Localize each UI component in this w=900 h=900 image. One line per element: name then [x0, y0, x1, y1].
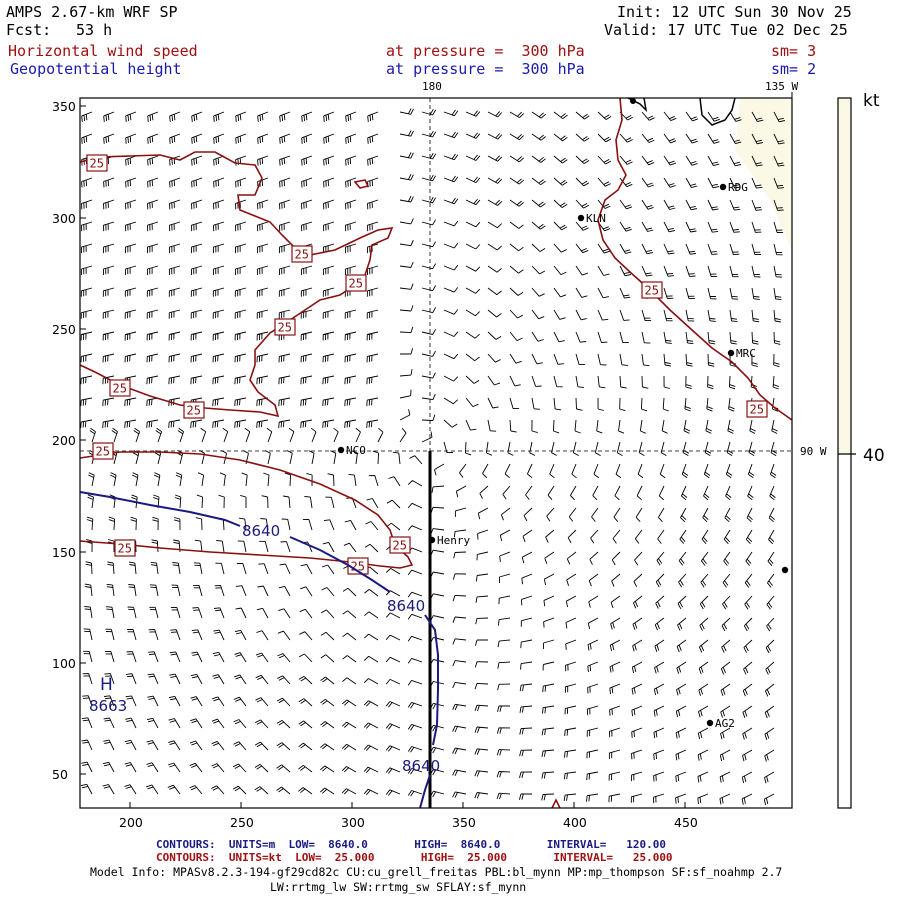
wind-label: 25	[114, 539, 136, 557]
svg-text:25: 25	[187, 404, 201, 418]
station-label: AG2	[715, 717, 735, 730]
plot-frame	[79, 97, 793, 809]
colorbar-frame	[837, 97, 852, 809]
wind-label: 25	[345, 274, 367, 292]
station-marker	[577, 214, 585, 222]
wind-label: 25	[183, 401, 205, 419]
x-tick-label: 300	[341, 815, 365, 830]
y-tick-label: 350	[52, 99, 76, 114]
wind-label: 25	[641, 281, 663, 299]
field2-title: Geopotential height	[10, 60, 182, 78]
height-labels: 8640 8640 8640 H 8663	[89, 522, 440, 775]
colorbar-fill	[838, 98, 851, 454]
y-tick-label: 300	[52, 211, 76, 226]
valid-time: Valid: 17 UTC Tue 02 Dec 25	[604, 21, 848, 39]
svg-text:25: 25	[113, 382, 127, 396]
forecast-hour: 53 h	[76, 21, 113, 39]
y-tick-label: 50	[52, 767, 68, 782]
wind-barb-field	[80, 108, 785, 806]
svg-text:25: 25	[90, 157, 104, 171]
wind-label: 25	[274, 318, 296, 336]
wind-speed-contours	[79, 97, 793, 809]
height-contour	[79, 491, 439, 809]
colorbar-tick-label: 40	[863, 446, 885, 466]
wind-label: 25	[86, 154, 108, 172]
station-label: KLN	[586, 212, 606, 225]
x-tick-label: 450	[674, 815, 698, 830]
station-marker	[630, 98, 636, 104]
high-value: 8663	[89, 697, 127, 715]
y-tick-label: 100	[52, 656, 76, 671]
model-physics: LW:rrtmg_lw SW:rrtmg_sw SFLAY:sf_mynn	[270, 880, 527, 894]
y-tick-label: 200	[52, 433, 76, 448]
height-label: 8640	[242, 522, 280, 540]
wind-label: 25	[291, 245, 313, 263]
station-marker	[337, 446, 345, 454]
wind-label: 25	[92, 442, 114, 460]
x-tick-label: 400	[563, 815, 587, 830]
height-contour-info: CONTOURS: UNITS=m LOW= 8640.0 HIGH= 8640…	[156, 838, 666, 851]
forecast-label: Fcst:	[6, 21, 52, 39]
wind-label: 25	[389, 536, 411, 554]
svg-text:25: 25	[349, 277, 363, 291]
colorbar-unit: kt	[863, 91, 880, 111]
height-label: 8640	[402, 757, 440, 775]
svg-text:25: 25	[645, 284, 659, 298]
model-info: Model Info: MPASv8.2.3-194-gf29cd82c CU:…	[90, 865, 783, 879]
model-title: AMPS 2.67-km WRF SP	[6, 3, 178, 21]
parallel-label: 90 W	[800, 445, 827, 458]
station-label: RDG	[728, 181, 748, 194]
wind-label: 25	[109, 379, 131, 397]
wind-label: 25	[746, 400, 768, 418]
stations: RDG KLN NCO Henry MRC AG2	[337, 98, 789, 730]
meridian-label-east: 135 W	[765, 80, 798, 93]
svg-text:25: 25	[295, 248, 309, 262]
y-tick-label: 150	[52, 545, 76, 560]
axes: 200 250 300 350 400 450 350 300 250 200 150 100 50	[52, 99, 698, 830]
wind-contour-info: CONTOURS: UNITS=kt LOW= 25.000 HIGH= 25.…	[156, 851, 673, 864]
svg-text:25: 25	[393, 539, 407, 553]
station-label: MRC	[736, 347, 756, 360]
height-label: 8640	[387, 597, 425, 615]
init-time: Init: 12 UTC Sun 30 Nov 25	[617, 3, 852, 21]
station-marker	[781, 566, 789, 574]
x-tick-label: 250	[230, 815, 254, 830]
station-label: NCO	[346, 444, 366, 457]
y-tick-label: 250	[52, 322, 76, 337]
colorbar: kt 40	[837, 91, 885, 809]
svg-text:25: 25	[278, 321, 292, 335]
high-marker: H	[100, 675, 113, 695]
svg-text:25: 25	[118, 542, 132, 556]
wind-shading	[735, 98, 792, 250]
svg-text:25: 25	[96, 445, 110, 459]
wind-barbs	[80, 108, 785, 806]
station-marker	[727, 349, 735, 357]
station-marker	[428, 536, 436, 544]
station-marker	[706, 719, 714, 727]
field1-level: at pressure = 300 hPa	[386, 42, 585, 60]
meridian-label: 180	[422, 80, 442, 93]
station-marker	[719, 183, 727, 191]
x-tick-label: 350	[452, 815, 476, 830]
field1-smoothing: sm= 3	[771, 42, 817, 60]
x-tick-label: 200	[119, 815, 143, 830]
svg-text:25: 25	[750, 403, 764, 417]
field1-title: Horizontal wind speed	[8, 42, 198, 60]
station-label: Henry	[437, 534, 470, 547]
coastline	[699, 97, 736, 126]
field2-smoothing: sm= 2	[771, 60, 817, 78]
field2-level: at pressure = 300 hPa	[386, 60, 585, 78]
